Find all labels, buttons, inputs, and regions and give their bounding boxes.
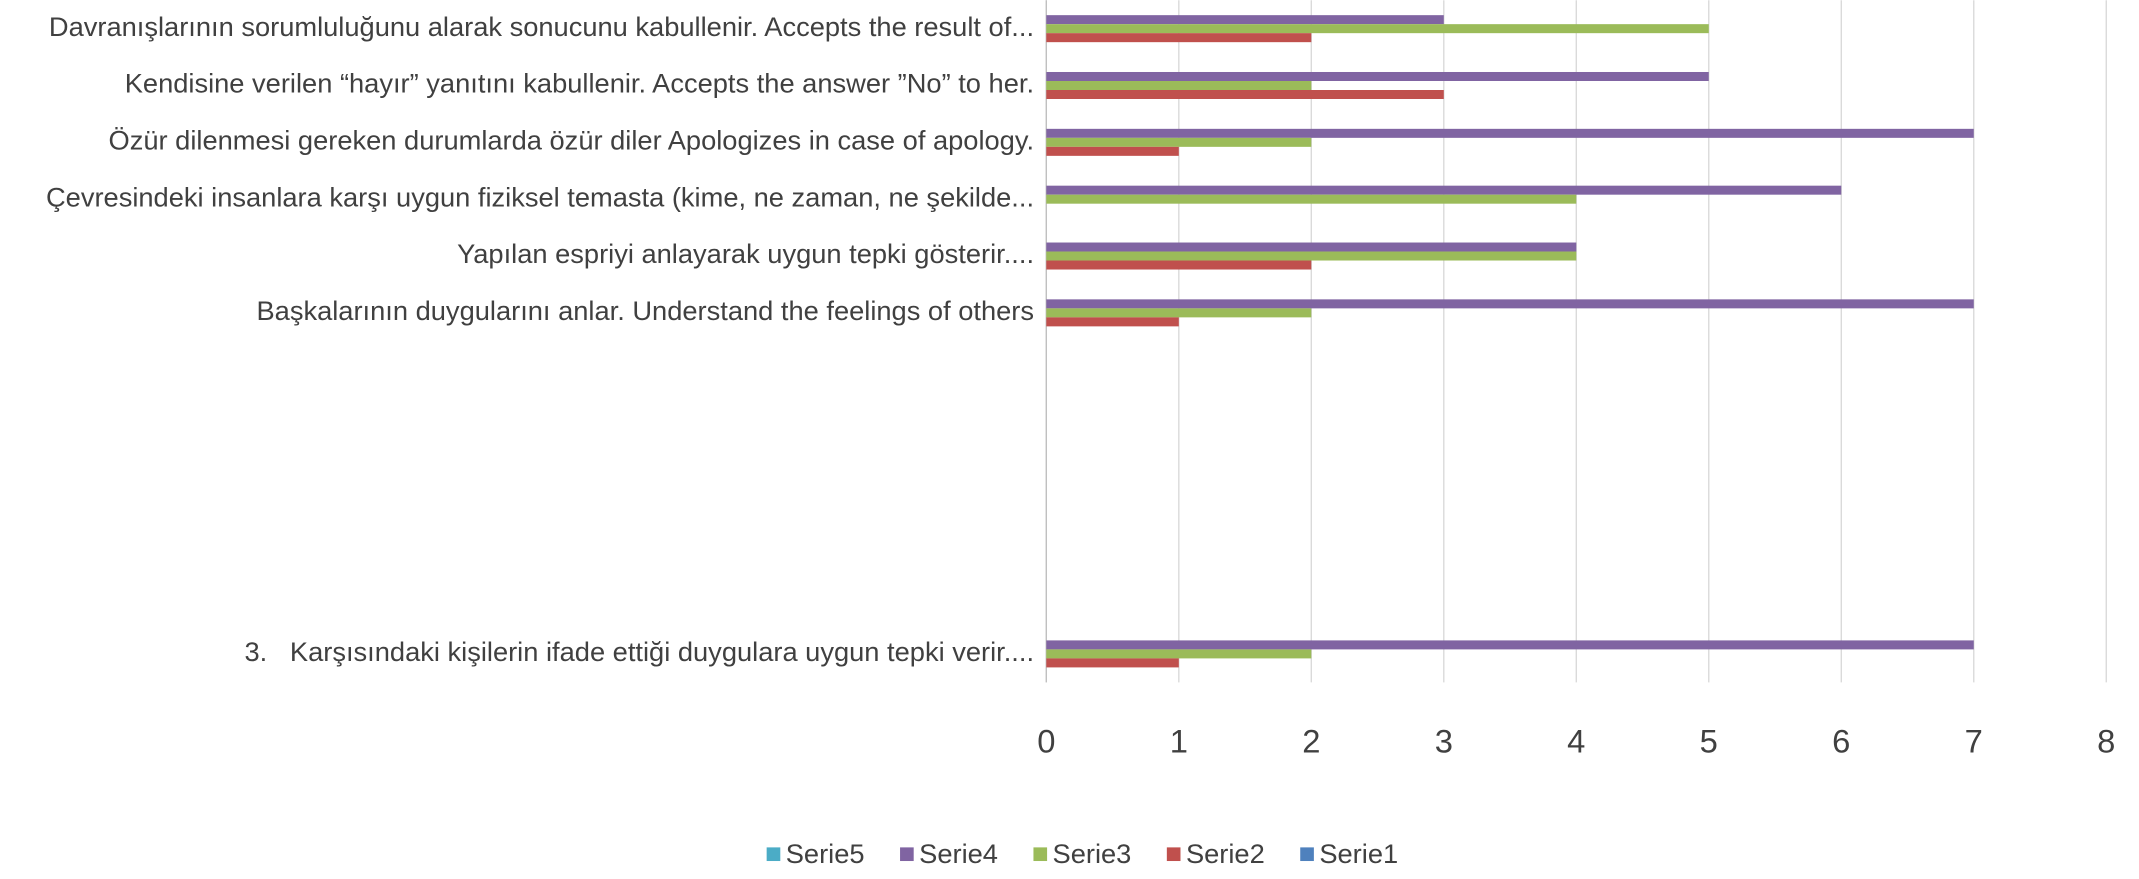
y-tick-label: Başkalarının duygularını anlar. Understa… — [256, 295, 1034, 326]
bar — [1046, 649, 1312, 659]
x-tick-label: 6 — [1832, 722, 1850, 759]
bar — [1046, 242, 1577, 252]
x-tick-label: 5 — [1700, 722, 1718, 759]
bar — [1046, 299, 1974, 309]
x-tick-label: 4 — [1567, 722, 1585, 759]
legend-swatch — [1300, 847, 1314, 862]
x-tick-label: 7 — [1965, 722, 1983, 759]
y-tick-label: Davranışlarının sorumluluğunu alarak son… — [49, 11, 1034, 42]
legend-swatch — [1033, 847, 1048, 862]
x-tick-label: 2 — [1302, 722, 1320, 759]
x-tick-label: 3 — [1435, 722, 1453, 759]
bar — [1046, 317, 1179, 327]
bar — [1046, 137, 1312, 147]
bar — [1046, 640, 1974, 650]
bar — [1046, 24, 1709, 34]
legend-swatch — [900, 847, 914, 862]
legend-label: Serie4 — [919, 838, 998, 869]
bar — [1046, 308, 1312, 318]
y-tick-label: Çevresindeki insanlara karşı uygun fizik… — [46, 181, 1034, 212]
legend-label: Serie5 — [786, 838, 865, 869]
bar — [1046, 80, 1312, 91]
y-tick-label: Kendisine verilen “hayır” yanıtını kabul… — [125, 68, 1034, 99]
legend-label: Serie3 — [1053, 838, 1132, 869]
x-tick-label: 1 — [1170, 722, 1188, 759]
x-tick-label: 0 — [1037, 722, 1055, 759]
bar — [1046, 658, 1179, 668]
bar — [1046, 90, 1444, 100]
legend-swatch — [766, 847, 781, 862]
y-tick-label: 3. Karşısındaki kişilerin ifade ettiği d… — [244, 636, 1034, 667]
bar — [1046, 260, 1312, 270]
legend-label: Serie2 — [1186, 838, 1265, 869]
y-tick-label: Yapılan espriyi anlayarak uygun tepki gö… — [457, 238, 1034, 269]
bar — [1046, 251, 1577, 261]
bar — [1046, 146, 1179, 156]
bar — [1046, 33, 1312, 43]
bar — [1046, 71, 1709, 81]
bar — [1046, 194, 1577, 204]
legend-swatch — [1166, 847, 1181, 862]
bar — [1046, 128, 1974, 138]
x-tick-label: 8 — [2097, 722, 2115, 759]
legend-label: Serie1 — [1319, 838, 1398, 869]
bar — [1046, 15, 1444, 25]
y-tick-label: Özür dilenmesi gereken durumlarda özür d… — [109, 125, 1035, 156]
bar — [1046, 185, 1842, 195]
